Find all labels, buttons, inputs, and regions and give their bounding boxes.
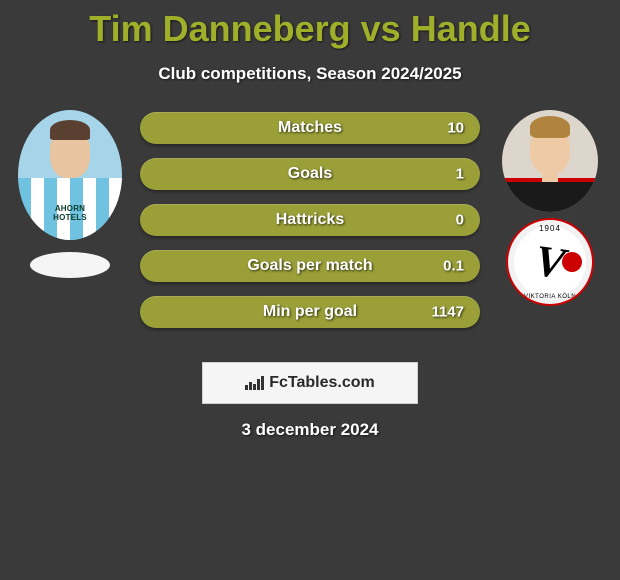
club-year: 1904 [539,224,561,233]
stat-bar: Goals per match 0.1 [140,250,480,282]
stat-bar-value-right: 1 [456,166,464,183]
stat-bar-label: Matches [278,119,342,137]
stat-bar-label: Goals [288,165,332,183]
watermark-text: FcTables.com [269,374,375,392]
player-right-photo [502,110,598,212]
stat-bar-value-right: 1147 [431,304,464,321]
player-left-photo: AHORN HOTELS [18,110,122,240]
stat-bar-label: Hattricks [276,211,344,229]
stat-bar-value-right: 0 [456,212,464,229]
watermark-box: FcTables.com [202,362,418,404]
page-title: Tim Danneberg vs Handle [0,0,620,50]
stat-bars: Matches 10 Goals 1 Hattricks 0 Goals per match… [140,112,480,342]
player-right-column: 1904 V VIKTORIA KÖLN [490,110,610,306]
stat-bar-value-right: 0.1 [443,258,464,275]
player-left-club-logo [30,252,110,278]
stat-bar: Hattricks 0 [140,204,480,236]
date-line: 3 december 2024 [0,420,620,440]
subtitle: Club competitions, Season 2024/2025 [0,64,620,84]
player-left-column: AHORN HOTELS [10,110,130,278]
stat-bar: Goals 1 [140,158,480,190]
stat-bar-label: Min per goal [263,303,357,321]
stat-bar: Min per goal 1147 [140,296,480,328]
club-name: VIKTORIA KÖLN [524,294,576,300]
stat-bar-label: Goals per match [247,257,372,275]
stat-bar-value-right: 10 [447,120,464,137]
comparison-area: AHORN HOTELS Matches 10 Goals 1 Hattricks 0 Go… [0,110,620,350]
player-left-jersey-sponsor: AHORN HOTELS [44,204,96,222]
watermark-chart-icon [245,376,263,390]
stat-bar: Matches 10 [140,112,480,144]
player-right-club-logo: 1904 V VIKTORIA KÖLN [506,218,594,306]
club-dot-icon [562,252,582,272]
